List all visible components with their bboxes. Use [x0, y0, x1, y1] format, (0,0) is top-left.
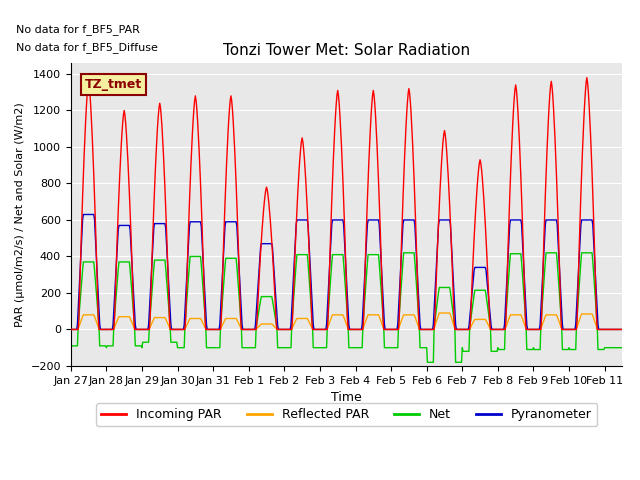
Text: TZ_tmet: TZ_tmet — [84, 78, 142, 91]
Legend: Incoming PAR, Reflected PAR, Net, Pyranometer: Incoming PAR, Reflected PAR, Net, Pyrano… — [96, 403, 597, 426]
Text: No data for f_BF5_Diffuse: No data for f_BF5_Diffuse — [15, 42, 157, 53]
Text: No data for f_BF5_PAR: No data for f_BF5_PAR — [15, 24, 140, 35]
Y-axis label: PAR (μmol/m2/s) / Net and Solar (W/m2): PAR (μmol/m2/s) / Net and Solar (W/m2) — [15, 102, 25, 327]
X-axis label: Time: Time — [332, 391, 362, 404]
Title: Tonzi Tower Met: Solar Radiation: Tonzi Tower Met: Solar Radiation — [223, 43, 470, 58]
